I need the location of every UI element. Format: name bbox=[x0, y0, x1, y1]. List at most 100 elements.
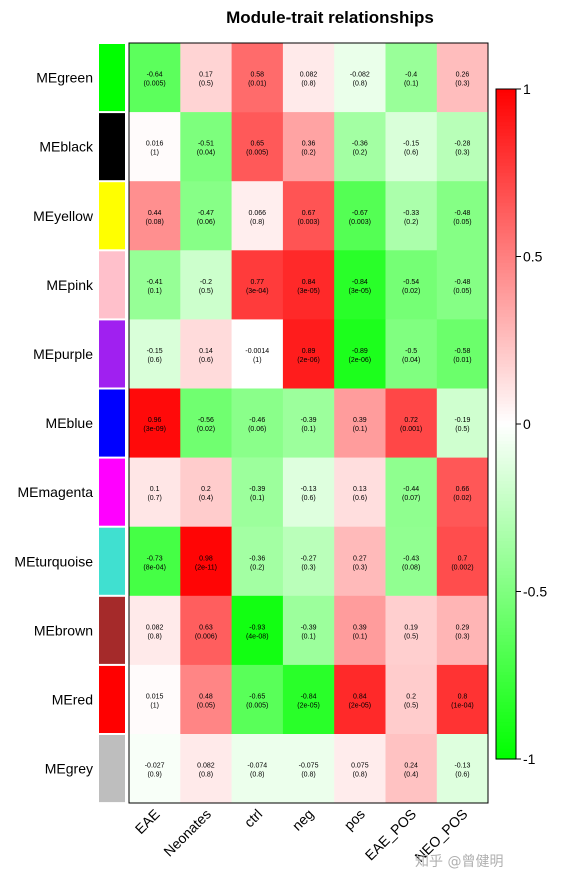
column-label-EAE: EAE bbox=[132, 806, 163, 837]
colorbar-segment bbox=[496, 732, 516, 737]
cell-value-label: -0.13 bbox=[454, 763, 470, 770]
cell-MEbrown-pos bbox=[334, 595, 386, 666]
colorbar-segment bbox=[496, 712, 516, 717]
colorbar-segment bbox=[496, 625, 516, 629]
row-label-MEmagenta: MEmagenta bbox=[18, 484, 94, 500]
cell-value-label: 0.7 bbox=[458, 555, 468, 562]
cell-MEpink-Neonates bbox=[180, 250, 232, 320]
cell-pvalue-label: (0.8) bbox=[353, 81, 367, 88]
cell-MEturquoise-Neonates bbox=[180, 526, 232, 597]
cell-value-label: -0.36 bbox=[249, 555, 265, 562]
cell-value-label: 0.48 bbox=[199, 693, 213, 700]
cell-pvalue-label: (0.2) bbox=[301, 150, 315, 157]
colorbar-segment bbox=[496, 668, 516, 673]
colorbar-segment bbox=[496, 521, 516, 526]
cell-value-label: -0.58 bbox=[454, 348, 470, 355]
cell-MEbrown-NEO_POS bbox=[436, 595, 489, 666]
colorbar-segment bbox=[496, 202, 516, 207]
cell-MEmagenta-neg bbox=[282, 457, 335, 527]
cell-pvalue-label: (3e-09) bbox=[143, 426, 166, 433]
colorbar-segment bbox=[496, 192, 516, 197]
cell-pvalue-label: (0.9) bbox=[147, 772, 161, 779]
cell-pvalue-label: (0.05) bbox=[453, 219, 471, 226]
cell-value-label: -0.47 bbox=[198, 210, 214, 217]
colorbar-segment bbox=[496, 377, 516, 382]
colorbar-segment bbox=[496, 574, 516, 579]
colorbar-tick-label: -1 bbox=[523, 751, 536, 767]
cell-pvalue-label: (0.6) bbox=[147, 357, 161, 364]
row-label-MEblue: MEblue bbox=[46, 415, 94, 431]
cell-pvalue-label: (0.8) bbox=[147, 633, 161, 640]
colorbar-segment bbox=[496, 182, 516, 187]
cell-value-label: -0.15 bbox=[147, 348, 163, 355]
cell-value-label: 0.2 bbox=[201, 486, 211, 493]
colorbar-segment bbox=[496, 142, 516, 147]
colorbar-segment bbox=[496, 179, 516, 184]
cell-value-label: -0.67 bbox=[352, 210, 368, 217]
colorbar-segment bbox=[496, 665, 516, 670]
cell-pvalue-label: (0.7) bbox=[147, 495, 161, 502]
cell-pvalue-label: (1) bbox=[150, 702, 159, 709]
module-color-bars bbox=[99, 44, 125, 803]
cell-pvalue-label: (0.07) bbox=[402, 495, 420, 502]
cell-pvalue-label: (0.2) bbox=[250, 564, 264, 571]
cell-MEyellow-NEO_POS bbox=[436, 181, 489, 251]
colorbar-segment bbox=[496, 638, 516, 643]
cell-MEbrown-Neonates bbox=[180, 595, 232, 666]
colorbar-segment bbox=[496, 725, 516, 730]
colorbar-segment bbox=[496, 564, 516, 569]
colorbar-segment bbox=[496, 511, 516, 516]
cell-pvalue-label: (0.08) bbox=[402, 564, 420, 571]
cell-MEgreen-EAE_POS bbox=[385, 43, 438, 113]
cell-pvalue-label: (0.003) bbox=[297, 219, 319, 226]
cell-pvalue-label: (0.8) bbox=[199, 772, 213, 779]
row-labels: MEgreen MEblack MEyellow MEpink MEpurple MEbl… bbox=[14, 70, 94, 777]
colorbar-segment bbox=[496, 688, 516, 693]
colorbar-segment bbox=[496, 604, 516, 609]
cell-value-label: 0.84 bbox=[353, 693, 367, 700]
cell-pvalue-label: (0.1) bbox=[147, 288, 161, 295]
module-color-bar-MEgreen bbox=[99, 44, 125, 112]
colorbar-segment bbox=[496, 504, 516, 509]
colorbar-segment bbox=[496, 333, 516, 338]
colorbar-segment bbox=[496, 279, 516, 284]
colorbar-segment bbox=[496, 561, 516, 566]
cell-pvalue-label: (0.1) bbox=[301, 633, 315, 640]
cell-MEblack-NEO_POS bbox=[436, 112, 489, 182]
cell-value-label: 0.63 bbox=[199, 624, 213, 631]
cell-pvalue-label: (0.3) bbox=[455, 150, 469, 157]
cell-pvalue-label: (0.2) bbox=[404, 219, 418, 226]
colorbar-segment bbox=[496, 353, 516, 358]
cell-pvalue-label: (2e-05) bbox=[349, 702, 372, 709]
colorbar-segment bbox=[496, 417, 516, 422]
cell-pvalue-label: (0.006) bbox=[195, 633, 217, 640]
cell-pvalue-label: (0.5) bbox=[199, 81, 213, 88]
colorbar-segment bbox=[496, 618, 516, 623]
colorbar-segment bbox=[496, 246, 516, 251]
cell-value-label: -0.39 bbox=[301, 417, 317, 424]
colorbar-segment bbox=[496, 681, 516, 686]
colorbar-segment bbox=[496, 380, 516, 385]
colorbar-segment bbox=[496, 594, 516, 599]
colorbar-segment bbox=[496, 568, 516, 572]
colorbar-segment bbox=[496, 119, 516, 124]
colorbar-segment bbox=[496, 196, 516, 201]
module-color-bar-MEblack bbox=[99, 113, 125, 181]
colorbar-segment bbox=[496, 336, 516, 341]
cell-pvalue-label: (0.01) bbox=[453, 357, 471, 364]
cell-pvalue-label: (1e-04) bbox=[451, 702, 474, 709]
cell-pvalue-label: (0.8) bbox=[301, 81, 315, 88]
colorbar-segment bbox=[496, 608, 516, 613]
colorbar-segment bbox=[496, 115, 516, 120]
cell-MEpink-ctrl bbox=[231, 250, 284, 320]
cell-pvalue-label: (0.005) bbox=[246, 150, 268, 157]
cell-pvalue-label: (0.02) bbox=[402, 288, 420, 295]
colorbar-segment bbox=[496, 139, 516, 144]
colorbar-segment bbox=[496, 105, 516, 110]
cell-pvalue-label: (0.001) bbox=[400, 426, 422, 433]
cell-pvalue-label: (0.04) bbox=[197, 150, 215, 157]
cell-MEred-Neonates bbox=[180, 664, 232, 735]
cell-MEgrey-Neonates bbox=[180, 734, 232, 804]
colorbar-segment bbox=[496, 400, 516, 405]
cell-MEturquoise-neg bbox=[282, 526, 335, 597]
